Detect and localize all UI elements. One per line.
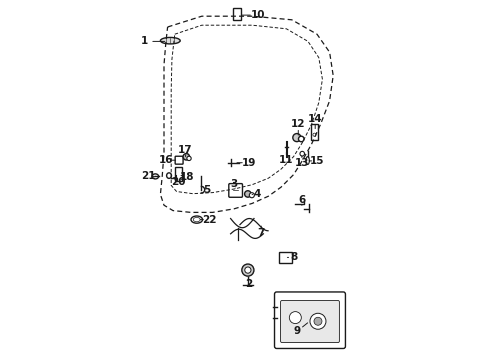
Text: 12: 12	[291, 119, 306, 129]
Ellipse shape	[160, 37, 180, 44]
Ellipse shape	[191, 216, 202, 223]
Text: 5: 5	[203, 185, 211, 195]
FancyBboxPatch shape	[274, 292, 345, 348]
Text: 18: 18	[179, 172, 194, 182]
Circle shape	[249, 193, 254, 198]
Text: 19: 19	[242, 158, 256, 168]
Circle shape	[310, 313, 326, 329]
Text: 22: 22	[202, 215, 216, 225]
Circle shape	[242, 264, 254, 276]
Text: 1: 1	[141, 36, 148, 46]
FancyBboxPatch shape	[229, 184, 243, 197]
Text: 6: 6	[298, 195, 305, 205]
Bar	[311, 124, 318, 140]
Circle shape	[314, 317, 322, 325]
Text: 13: 13	[294, 158, 309, 168]
Text: 3: 3	[231, 179, 238, 189]
Text: 9: 9	[294, 326, 301, 336]
Text: 21: 21	[141, 171, 156, 181]
Ellipse shape	[193, 217, 200, 222]
Ellipse shape	[167, 173, 172, 178]
Circle shape	[183, 153, 190, 160]
Text: 16: 16	[159, 155, 174, 165]
Circle shape	[298, 136, 304, 142]
Text: 8: 8	[290, 252, 297, 262]
Text: 20: 20	[171, 177, 186, 187]
Circle shape	[245, 267, 251, 273]
Text: 11: 11	[279, 155, 294, 165]
Circle shape	[289, 312, 301, 324]
Bar	[175, 167, 182, 181]
Circle shape	[313, 133, 316, 136]
Text: 7: 7	[258, 228, 265, 238]
Bar	[279, 252, 292, 263]
FancyBboxPatch shape	[281, 301, 340, 343]
Circle shape	[187, 156, 191, 161]
Text: 15: 15	[310, 156, 324, 166]
Text: 2: 2	[245, 279, 252, 289]
FancyBboxPatch shape	[175, 156, 183, 164]
Bar	[233, 8, 242, 20]
Text: 14: 14	[308, 114, 322, 124]
Text: 17: 17	[178, 145, 193, 156]
Text: 10: 10	[250, 10, 265, 20]
Text: 4: 4	[254, 189, 261, 199]
Ellipse shape	[152, 174, 159, 179]
Circle shape	[293, 134, 301, 141]
Circle shape	[245, 191, 251, 197]
